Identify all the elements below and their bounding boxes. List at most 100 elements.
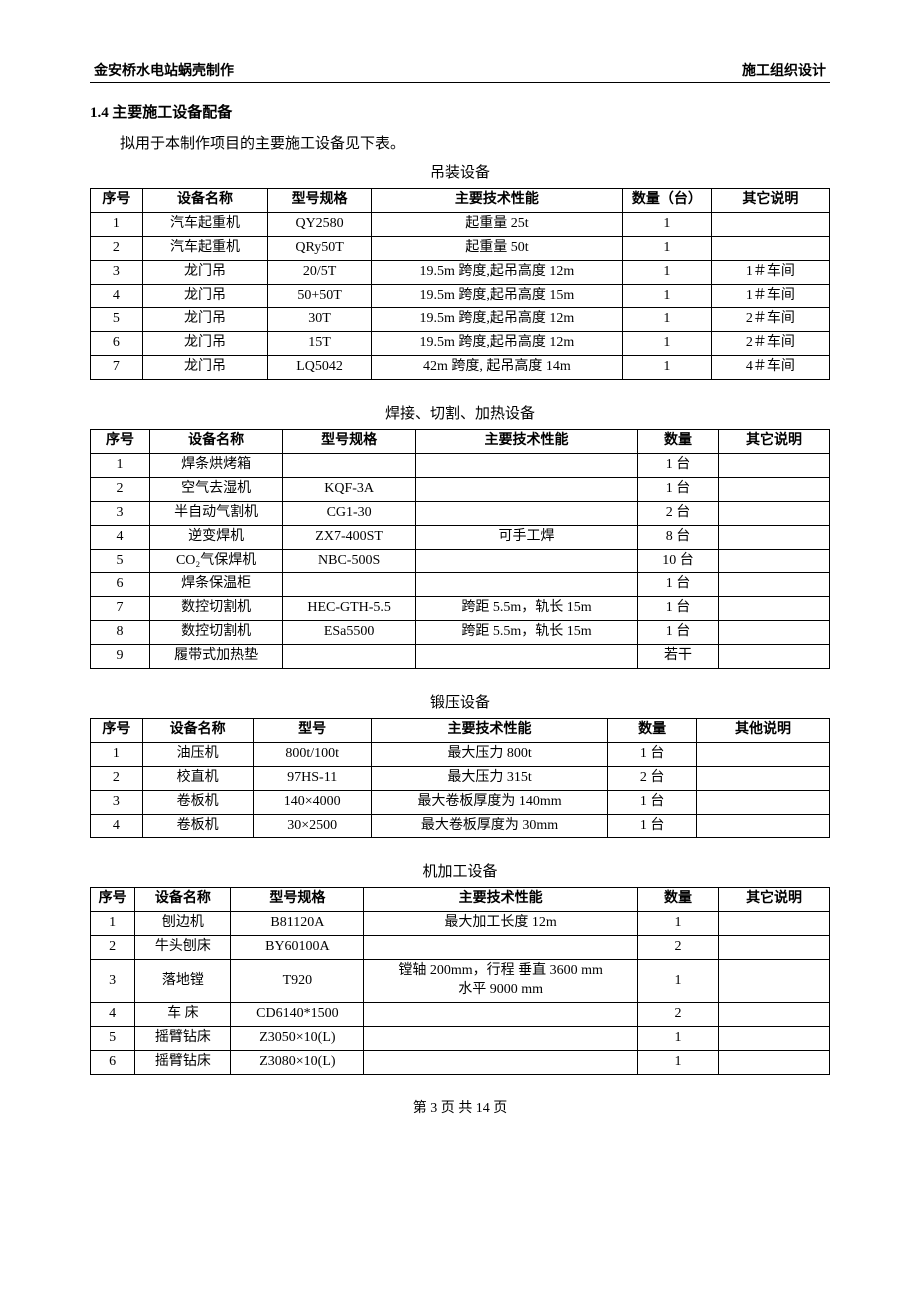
table-cell: 1: [637, 912, 718, 936]
table-header-cell: 型号规格: [231, 888, 364, 912]
table-cell: 跨距 5.5m，轨长 15m: [416, 621, 638, 645]
table-row: 4逆变焊机ZX7-400ST可手工焊8 台: [91, 525, 830, 549]
table-cell: 15T: [268, 332, 371, 356]
table-cell: 龙门吊: [142, 308, 268, 332]
table-cell: 卷板机: [142, 790, 253, 814]
table-cell: [416, 454, 638, 478]
table-header-cell: 序号: [91, 430, 150, 454]
table-cell: 3: [91, 260, 143, 284]
weld-table-title: 焊接、切割、加热设备: [90, 402, 830, 423]
table-cell: [719, 501, 830, 525]
table-cell: BY60100A: [231, 936, 364, 960]
table-cell: CO₂气保焊机: [150, 549, 283, 573]
table-cell: 1: [637, 1026, 718, 1050]
table-cell: [719, 525, 830, 549]
table-row: 8数控切割机ESa5500跨距 5.5m，轨长 15m1 台: [91, 621, 830, 645]
table-cell: [711, 212, 829, 236]
table-cell: 10 台: [637, 549, 718, 573]
table-header-cell: 序号: [91, 189, 143, 213]
table-row: 2汽车起重机QRy50T起重量 50t1: [91, 236, 830, 260]
table-row: 3落地镗T920镗轴 200mm，行程 垂直 3600 mm水平 9000 mm…: [91, 960, 830, 1003]
machine-table-title: 机加工设备: [90, 860, 830, 881]
forge-table: 序号设备名称型号主要技术性能数量其他说明1油压机800t/100t最大压力 80…: [90, 718, 830, 838]
table-cell: 2 台: [608, 766, 697, 790]
table-cell: 1: [637, 960, 718, 1003]
table-cell: [283, 573, 416, 597]
table-row: 4车 床CD6140*15002: [91, 1002, 830, 1026]
table-row: 5摇臂钻床Z3050×10(L)1: [91, 1026, 830, 1050]
table-cell: 9: [91, 645, 150, 669]
table-cell: 汽车起重机: [142, 212, 268, 236]
table-cell: 1 台: [608, 814, 697, 838]
table-row: 1刨边机B81120A最大加工长度 12m1: [91, 912, 830, 936]
table-cell: QRy50T: [268, 236, 371, 260]
table-cell: 19.5m 跨度,起吊高度 12m: [371, 260, 622, 284]
table-row: 1焊条烘烤箱1 台: [91, 454, 830, 478]
hoist-table-title: 吊装设备: [90, 161, 830, 182]
table-cell: Z3080×10(L): [231, 1050, 364, 1074]
table-header-cell: 其它说明: [719, 430, 830, 454]
table-cell: [719, 1050, 830, 1074]
table-cell: [283, 454, 416, 478]
table-row: 3半自动气割机CG1-302 台: [91, 501, 830, 525]
table-cell: [719, 1002, 830, 1026]
table-cell: [719, 597, 830, 621]
table-cell: [719, 477, 830, 501]
table-cell: 19.5m 跨度,起吊高度 15m: [371, 284, 622, 308]
table-cell: 焊条烘烤箱: [150, 454, 283, 478]
table-cell: 摇臂钻床: [135, 1050, 231, 1074]
table-cell: 30×2500: [253, 814, 371, 838]
table-row: 7数控切割机HEC-GTH-5.5跨距 5.5m，轨长 15m1 台: [91, 597, 830, 621]
table-header-cell: 主要技术性能: [416, 430, 638, 454]
table-cell: 1: [637, 1050, 718, 1074]
section-number: 1.4: [90, 105, 109, 121]
table-cell: 起重量 25t: [371, 212, 622, 236]
table-cell: 1＃车间: [711, 260, 829, 284]
table-header-cell: 设备名称: [135, 888, 231, 912]
table-header-cell: 数量: [637, 430, 718, 454]
table-header-cell: 主要技术性能: [371, 719, 607, 743]
table-header-cell: 数量: [608, 719, 697, 743]
table-cell: 6: [91, 573, 150, 597]
table-cell: 2＃车间: [711, 332, 829, 356]
table-cell: 1 台: [637, 573, 718, 597]
table-cell: 龙门吊: [142, 284, 268, 308]
table-cell: [364, 936, 637, 960]
table-cell: 1: [91, 212, 143, 236]
table-cell: 龙门吊: [142, 356, 268, 380]
table-cell: 1: [623, 260, 712, 284]
table-cell: 1 台: [637, 621, 718, 645]
table-cell: 3: [91, 790, 143, 814]
table-cell: 800t/100t: [253, 742, 371, 766]
table-cell: 4: [91, 525, 150, 549]
table-header-cell: 主要技术性能: [364, 888, 637, 912]
section-title: 主要施工设备配备: [112, 105, 232, 121]
table-row: 5CO₂气保焊机NBC-500S10 台: [91, 549, 830, 573]
table-cell: 6: [91, 332, 143, 356]
table-row: 6摇臂钻床Z3080×10(L)1: [91, 1050, 830, 1074]
table-cell: 8: [91, 621, 150, 645]
table-cell: 若干: [637, 645, 718, 669]
table-cell: 跨距 5.5m，轨长 15m: [416, 597, 638, 621]
table-cell: 校直机: [142, 766, 253, 790]
table-cell: 8 台: [637, 525, 718, 549]
section-intro: 拟用于本制作项目的主要施工设备见下表。: [90, 132, 830, 153]
table-cell: [719, 645, 830, 669]
table-cell: 50+50T: [268, 284, 371, 308]
table-header-cell: 型号规格: [268, 189, 371, 213]
table-cell: 1 台: [608, 742, 697, 766]
table-cell: 4: [91, 284, 143, 308]
machine-table: 序号设备名称型号规格主要技术性能数量其它说明1刨边机B81120A最大加工长度 …: [90, 887, 830, 1074]
table-cell: 4: [91, 1002, 135, 1026]
table-cell: QY2580: [268, 212, 371, 236]
table-cell: [719, 936, 830, 960]
table-cell: 1: [623, 356, 712, 380]
table-cell: 可手工焊: [416, 525, 638, 549]
table-row: 1油压机800t/100t最大压力 800t1 台: [91, 742, 830, 766]
table-cell: 逆变焊机: [150, 525, 283, 549]
table-header-cell: 数量（台）: [623, 189, 712, 213]
table-cell: 最大卷板厚度为 30mm: [371, 814, 607, 838]
table-row: 9履带式加热垫若干: [91, 645, 830, 669]
table-cell: 卷板机: [142, 814, 253, 838]
table-row: 7龙门吊LQ504242m 跨度, 起吊高度 14m14＃车间: [91, 356, 830, 380]
